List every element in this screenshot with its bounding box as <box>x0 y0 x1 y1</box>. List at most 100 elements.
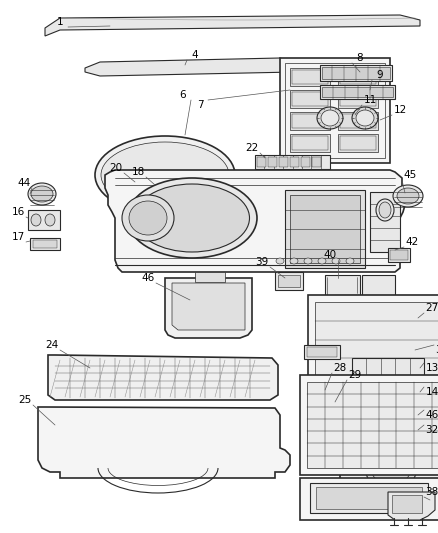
Ellipse shape <box>45 214 55 226</box>
Ellipse shape <box>126 174 134 182</box>
Text: 12: 12 <box>393 105 406 115</box>
Bar <box>268 157 277 167</box>
Ellipse shape <box>328 399 344 411</box>
Text: 32: 32 <box>425 425 438 435</box>
Bar <box>28 210 60 230</box>
Polygon shape <box>340 430 438 508</box>
Bar <box>275 272 303 290</box>
Bar <box>195 272 225 282</box>
Bar <box>292 92 328 106</box>
Text: 28: 28 <box>333 363 346 373</box>
Text: 20: 20 <box>110 163 123 173</box>
Polygon shape <box>45 15 420 36</box>
Bar <box>33 240 57 248</box>
Ellipse shape <box>95 136 235 214</box>
Ellipse shape <box>306 386 326 400</box>
Bar <box>312 157 321 167</box>
Text: 25: 25 <box>18 395 32 405</box>
Bar <box>340 70 376 84</box>
Bar <box>290 68 330 86</box>
Ellipse shape <box>332 258 340 264</box>
Bar <box>292 114 328 128</box>
Ellipse shape <box>101 142 229 208</box>
Bar <box>290 112 330 130</box>
Bar <box>370 192 400 252</box>
Bar <box>304 345 340 359</box>
Bar <box>310 483 428 513</box>
Polygon shape <box>388 492 435 520</box>
Text: 22: 22 <box>245 143 258 153</box>
Bar <box>338 68 378 86</box>
Ellipse shape <box>290 258 298 264</box>
Text: 39: 39 <box>255 257 268 267</box>
Ellipse shape <box>371 451 411 485</box>
Text: 17: 17 <box>11 232 25 242</box>
Bar <box>316 487 422 509</box>
Ellipse shape <box>309 389 323 398</box>
Text: 40: 40 <box>323 250 336 260</box>
Ellipse shape <box>376 199 394 221</box>
Text: 8: 8 <box>357 53 363 63</box>
Text: 9: 9 <box>377 70 383 80</box>
Text: 46: 46 <box>425 410 438 420</box>
Bar <box>340 92 376 106</box>
Bar <box>308 295 438 403</box>
Ellipse shape <box>134 184 250 252</box>
Bar <box>352 358 424 380</box>
Bar <box>338 112 378 130</box>
Bar <box>290 90 330 108</box>
Polygon shape <box>85 58 295 76</box>
Bar <box>300 375 438 475</box>
Polygon shape <box>38 407 290 478</box>
Bar <box>290 157 299 167</box>
Text: 27: 27 <box>425 303 438 313</box>
Bar <box>257 157 266 167</box>
Bar <box>322 87 393 97</box>
Ellipse shape <box>318 258 326 264</box>
Ellipse shape <box>28 183 56 205</box>
Ellipse shape <box>356 110 374 126</box>
Bar <box>278 275 300 287</box>
Ellipse shape <box>31 214 41 226</box>
Bar <box>307 347 337 357</box>
Polygon shape <box>362 275 395 340</box>
Bar <box>322 67 390 79</box>
Ellipse shape <box>346 258 354 264</box>
Text: 16: 16 <box>11 207 25 217</box>
Bar <box>338 134 378 152</box>
Ellipse shape <box>393 185 423 207</box>
Text: 42: 42 <box>406 237 419 247</box>
Bar <box>358 410 418 434</box>
Text: 29: 29 <box>348 370 362 380</box>
Polygon shape <box>105 170 405 272</box>
Bar <box>300 478 438 520</box>
Ellipse shape <box>321 110 339 126</box>
Text: 45: 45 <box>403 170 417 180</box>
Text: 13: 13 <box>425 363 438 373</box>
Text: 38: 38 <box>425 487 438 497</box>
Polygon shape <box>172 283 245 330</box>
Bar <box>338 90 378 108</box>
Bar <box>362 413 414 431</box>
Bar <box>292 70 328 84</box>
Bar <box>307 382 438 468</box>
Bar <box>30 238 60 250</box>
Ellipse shape <box>31 186 53 202</box>
Ellipse shape <box>397 188 419 204</box>
Polygon shape <box>48 355 278 400</box>
Ellipse shape <box>276 258 284 264</box>
Bar <box>352 385 424 407</box>
Bar <box>285 190 365 268</box>
Ellipse shape <box>122 195 174 241</box>
Bar <box>392 495 422 513</box>
Text: 4: 4 <box>192 50 198 60</box>
Text: 6: 6 <box>180 90 186 100</box>
Bar <box>340 114 376 128</box>
Ellipse shape <box>379 202 391 218</box>
Bar <box>301 157 310 167</box>
Text: 46: 46 <box>141 273 155 283</box>
Text: 34: 34 <box>435 345 438 355</box>
Ellipse shape <box>331 401 341 409</box>
Polygon shape <box>165 278 252 338</box>
Text: 14: 14 <box>425 387 438 397</box>
